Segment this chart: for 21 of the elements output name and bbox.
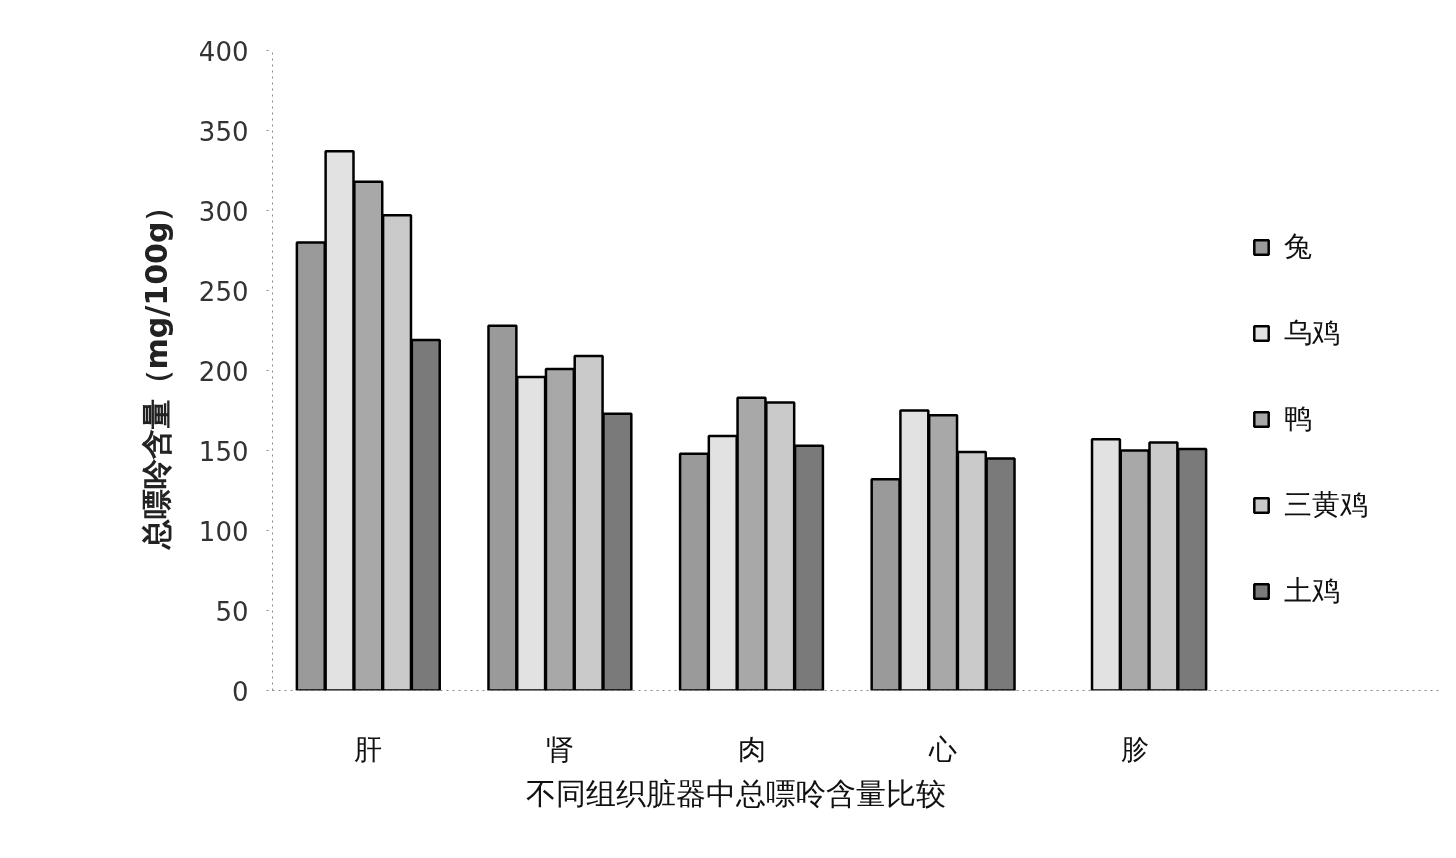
y-tick-label: 100 [198, 516, 249, 547]
y-tick-label: 50 [215, 596, 249, 627]
y-tick-label: 250 [198, 276, 249, 307]
x-tick-label: 肉 [737, 732, 766, 766]
y-tick-label: 150 [198, 436, 249, 467]
y-tick-label: 400 [198, 36, 249, 67]
legend-label: 三黄鸡 [1284, 487, 1368, 523]
x-tick-label: 心 [928, 732, 958, 766]
legend-label: 乌鸡 [1284, 315, 1340, 351]
y-tick-label: 200 [198, 356, 249, 387]
y-tick-label: 350 [198, 116, 249, 147]
legend-label: 土鸡 [1284, 573, 1340, 609]
y-tick-label: 300 [198, 196, 249, 227]
x-tick-label: 胗 [1120, 732, 1149, 766]
x-tick-label: 肾 [545, 732, 574, 766]
text: 不同组织脏器中总嘌呤含量比较 [525, 775, 946, 811]
legend-label: 兔 [1284, 229, 1312, 265]
y-tick-label: 0 [231, 676, 249, 707]
x-tick-label: 肝 [354, 732, 383, 766]
y-axis-title: 总嘌呤含量（mg/100g） [138, 191, 174, 551]
legend-label: 鸭 [1284, 401, 1312, 437]
